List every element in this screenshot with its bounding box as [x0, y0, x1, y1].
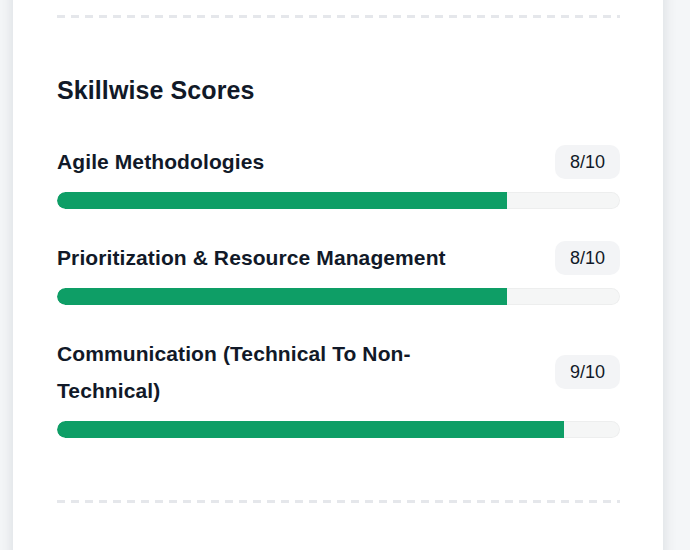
skill-score-badge: 9/10: [555, 355, 620, 389]
skill-row-prioritization-resource-management: Prioritization & Resource Management 8/1…: [57, 239, 620, 305]
section-title: Skillwise Scores: [57, 76, 620, 104]
skills-list: Agile Methodologies 8/10 Prioritization …: [57, 143, 620, 438]
skillwise-scores-card: Skillwise Scores Agile Methodologies 8/1…: [13, 0, 663, 550]
skill-progress-track: [57, 288, 620, 305]
skill-header: Communication (Technical To Non-Technica…: [57, 335, 620, 409]
skill-name: Communication (Technical To Non-Technica…: [57, 335, 477, 409]
dashed-divider-bottom: [57, 500, 620, 503]
page: Skillwise Scores Agile Methodologies 8/1…: [0, 0, 690, 550]
skill-progress-fill: [57, 421, 564, 438]
skill-progress-fill: [57, 288, 507, 305]
dashed-divider-top: [57, 15, 620, 18]
skill-progress-track: [57, 192, 620, 209]
skill-header: Agile Methodologies 8/10: [57, 143, 620, 180]
skill-header: Prioritization & Resource Management 8/1…: [57, 239, 620, 276]
skill-score-badge: 8/10: [555, 241, 620, 275]
skill-name: Prioritization & Resource Management: [57, 239, 446, 276]
skill-progress-fill: [57, 192, 507, 209]
skill-progress-track: [57, 421, 620, 438]
skill-row-communication-technical-to-non-technical: Communication (Technical To Non-Technica…: [57, 335, 620, 438]
skill-row-agile-methodologies: Agile Methodologies 8/10: [57, 143, 620, 209]
skill-name: Agile Methodologies: [57, 143, 264, 180]
skill-score-badge: 8/10: [555, 145, 620, 179]
